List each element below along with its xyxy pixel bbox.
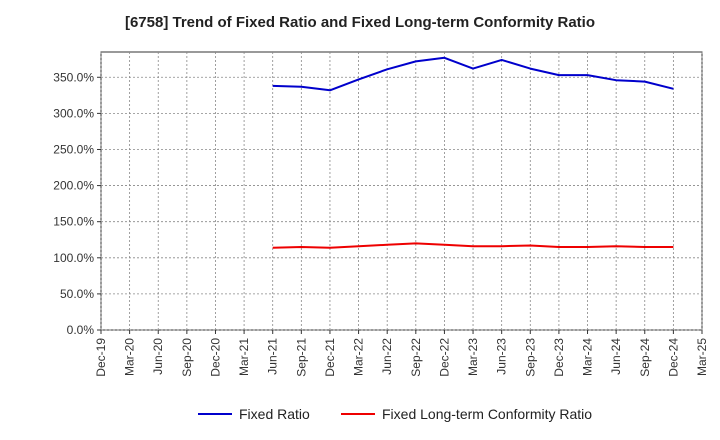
plot-area bbox=[100, 51, 703, 331]
x-tick-label: Sep-24 bbox=[638, 338, 652, 377]
y-tick-label: 200.0% bbox=[53, 179, 94, 193]
y-tick-label: 50.0% bbox=[60, 287, 94, 301]
y-tick-label: 250.0% bbox=[53, 142, 94, 156]
x-tick-label: Sep-22 bbox=[409, 338, 423, 377]
y-axis: 0.0% 50.0% 100.0% 150.0% 200.0% 250.0% 300.0% 3… bbox=[53, 70, 101, 337]
x-tick-label: Jun-23 bbox=[495, 338, 509, 375]
x-tick-label: Dec-22 bbox=[437, 338, 451, 377]
x-tick-label: Dec-20 bbox=[208, 338, 222, 377]
x-tick-label: Jun-21 bbox=[266, 338, 280, 375]
x-tick-label: Mar-23 bbox=[466, 338, 480, 376]
x-tick-label: Jun-20 bbox=[151, 338, 165, 375]
x-tick-label: Sep-20 bbox=[180, 338, 194, 377]
x-tick-label: Mar-24 bbox=[581, 338, 595, 376]
grid-lines bbox=[100, 52, 703, 331]
plot-background bbox=[101, 52, 702, 330]
x-tick-label: Jun-22 bbox=[380, 338, 394, 375]
series-group bbox=[272, 56, 674, 249]
x-tick-label: Dec-24 bbox=[666, 338, 680, 377]
y-tick-label: 100.0% bbox=[53, 251, 94, 265]
x-tick-label: Jun-24 bbox=[609, 338, 623, 375]
y-tick-label: 300.0% bbox=[53, 106, 94, 120]
x-tick-label: Mar-20 bbox=[123, 338, 137, 376]
x-tick-label: Sep-21 bbox=[294, 338, 308, 377]
x-tick-label: Sep-23 bbox=[523, 338, 537, 377]
x-tick-label: Dec-21 bbox=[323, 338, 337, 377]
legend-label-fixed-long-term-conformity-ratio: Fixed Long-term Conformity Ratio bbox=[382, 406, 592, 422]
x-tick-label: Mar-25 bbox=[695, 338, 709, 376]
series-line-fixed-ratio bbox=[272, 56, 674, 92]
x-tick-label: Dec-23 bbox=[552, 338, 566, 377]
x-tick-label: Mar-22 bbox=[352, 338, 366, 376]
legend-label-fixed-ratio: Fixed Ratio bbox=[239, 406, 310, 422]
series-line-fixed-long-term-conformity-ratio bbox=[272, 242, 674, 249]
y-tick-label: 150.0% bbox=[53, 215, 94, 229]
x-axis: Dec-19 Mar-20 Jun-20 Sep-20 Dec-20 Mar-21 Jun-… bbox=[94, 330, 709, 377]
y-tick-label: 0.0% bbox=[67, 323, 95, 337]
x-tick-label: Mar-21 bbox=[237, 338, 251, 376]
legend: Fixed Ratio Fixed Long-term Conformity Ra… bbox=[198, 406, 592, 422]
y-tick-label: 350.0% bbox=[53, 70, 94, 84]
chart-title: [6758] Trend of Fixed Ratio and Fixed Lo… bbox=[124, 14, 596, 31]
x-tick-label: Dec-19 bbox=[94, 338, 108, 377]
